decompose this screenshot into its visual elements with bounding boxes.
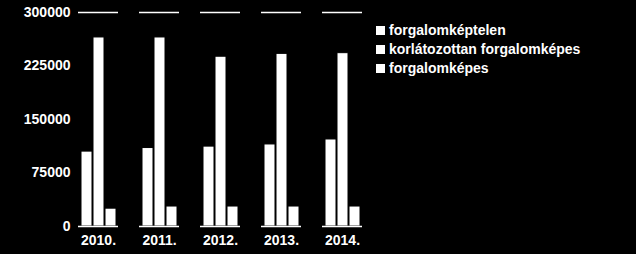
svg-text:2011.: 2011. — [142, 232, 176, 248]
svg-text:2012.: 2012. — [203, 232, 238, 248]
svg-text:300000: 300000 — [24, 4, 71, 20]
svg-text:0: 0 — [63, 218, 71, 234]
svg-text:2010.: 2010. — [81, 232, 116, 248]
svg-text:150000: 150000 — [24, 111, 71, 127]
svg-text:75000: 75000 — [32, 164, 71, 180]
svg-text:2013.: 2013. — [264, 232, 299, 248]
svg-text:225000: 225000 — [24, 57, 71, 73]
html-text:forgalomképtelen: forgalomképtelen — [389, 22, 506, 38]
html-text:forgalomképes: forgalomképes — [389, 60, 489, 76]
html-text:korlátozottan forgalomképes: korlátozottan forgalomképes — [389, 41, 581, 57]
svg-text:2014.: 2014. — [325, 232, 360, 248]
